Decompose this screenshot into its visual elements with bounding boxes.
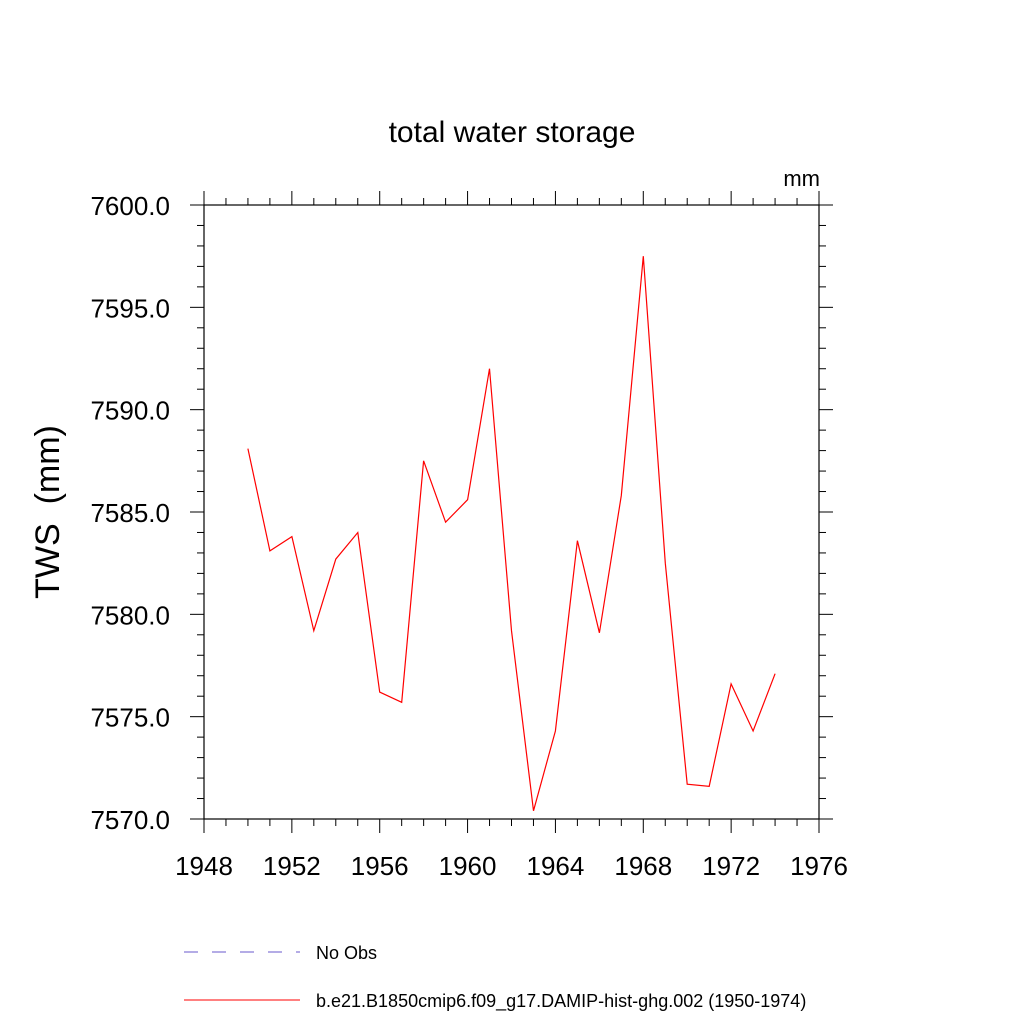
y-tick-label: 7570.0 xyxy=(90,805,170,835)
series-layer xyxy=(247,256,776,811)
y-tick-label: 7585.0 xyxy=(90,498,170,528)
y-tick-label: 7580.0 xyxy=(90,600,170,630)
x-tick-label: 1968 xyxy=(614,851,672,881)
axis-ticks: 1948 1952 1956 1960 1964 1968 1972 1976 7570.0 75… xyxy=(90,191,848,881)
legend-label-0: No Obs xyxy=(316,943,377,963)
chart-title: total water storage xyxy=(389,116,636,149)
y-tick-label: 7590.0 xyxy=(90,396,170,426)
y-tick-label: 7595.0 xyxy=(90,293,170,323)
x-tick-label: 1976 xyxy=(790,851,848,881)
x-tick-label: 1972 xyxy=(702,851,760,881)
y-tick-label: 7575.0 xyxy=(90,703,170,733)
x-tick-label: 1948 xyxy=(175,851,233,881)
y-tick-label: 7600.0 xyxy=(90,191,170,221)
legend-label-1: b.e21.B1850cmip6.f09_g17.DAMIP-hist-ghg.… xyxy=(316,991,806,1012)
series-line-1 xyxy=(247,256,776,811)
plot-frame xyxy=(203,204,820,820)
x-tick-label: 1964 xyxy=(527,851,585,881)
y-axis-label: TWS (mm) xyxy=(29,425,67,599)
x-tick-label: 1952 xyxy=(263,851,321,881)
x-tick-label: 1960 xyxy=(439,851,497,881)
legend: No Obs b.e21.B1850cmip6.f09_g17.DAMIP-his… xyxy=(184,943,806,1012)
x-tick-label: 1956 xyxy=(351,851,409,881)
units-label: mm xyxy=(783,166,820,191)
